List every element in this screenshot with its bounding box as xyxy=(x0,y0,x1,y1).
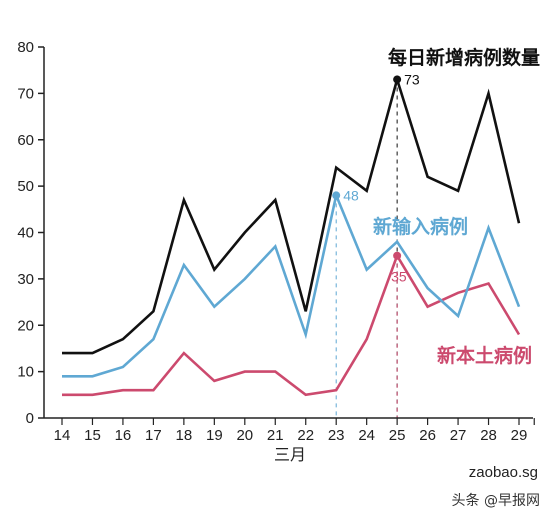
y-ticks: 0 10 20 30 40 50 60 70 80 xyxy=(17,39,44,427)
series-line-total xyxy=(62,74,521,355)
y-tick-label: 20 xyxy=(17,317,34,334)
data-label-imported: 48 xyxy=(343,187,359,203)
x-tick-label: 23 xyxy=(328,427,345,444)
x-tick-label: 25 xyxy=(389,427,406,444)
x-tick-label: 16 xyxy=(115,427,132,444)
x-ticks: 14 15 16 17 18 19 20 21 22 23 24 25 26 27 28 29 xyxy=(54,418,535,444)
y-tick-label: 10 xyxy=(17,364,34,381)
series-lines xyxy=(62,74,521,397)
x-tick-label: 21 xyxy=(267,427,284,444)
dashed-guides xyxy=(335,79,398,418)
data-point-imported xyxy=(332,191,341,200)
watermark: 头条 @早报网 xyxy=(452,492,540,509)
x-tick-label: 27 xyxy=(450,427,467,444)
data-label-local: 35 xyxy=(391,269,407,285)
x-tick-label: 24 xyxy=(358,427,375,444)
x-tick-label: 26 xyxy=(419,427,436,444)
y-tick-label: 50 xyxy=(17,178,34,195)
x-tick-label: 28 xyxy=(480,427,497,444)
annotated-points: 73 48 35 xyxy=(332,71,420,285)
x-tick-label: 19 xyxy=(206,427,223,444)
series-line-local xyxy=(62,252,521,397)
y-tick-label: 60 xyxy=(17,132,34,149)
x-axis-label: 三月 xyxy=(274,445,306,464)
series-label-local: 新本土病例 xyxy=(437,344,532,367)
data-label-total: 73 xyxy=(404,71,420,87)
chart-title: 每日新增病例数量 xyxy=(388,46,540,69)
x-tick-label: 17 xyxy=(145,427,162,444)
x-tick-label: 14 xyxy=(54,427,71,444)
y-tick-label: 70 xyxy=(17,85,34,102)
y-tick-label: 0 xyxy=(26,410,34,427)
y-tick-label: 30 xyxy=(17,271,34,288)
x-tick-label: 20 xyxy=(236,427,253,444)
y-tick-label: 40 xyxy=(17,225,34,242)
x-tick-label: 18 xyxy=(176,427,193,444)
x-tick-label: 22 xyxy=(297,427,314,444)
series-label-imported: 新输入病例 xyxy=(373,215,468,238)
data-point-local xyxy=(393,251,402,260)
data-point-total xyxy=(393,75,402,84)
source-label: zaobao.sg xyxy=(469,464,538,481)
y-tick-label: 80 xyxy=(17,39,34,56)
series-line-imported xyxy=(62,191,521,378)
x-tick-label: 15 xyxy=(84,427,101,444)
x-tick-label: 29 xyxy=(511,427,528,444)
